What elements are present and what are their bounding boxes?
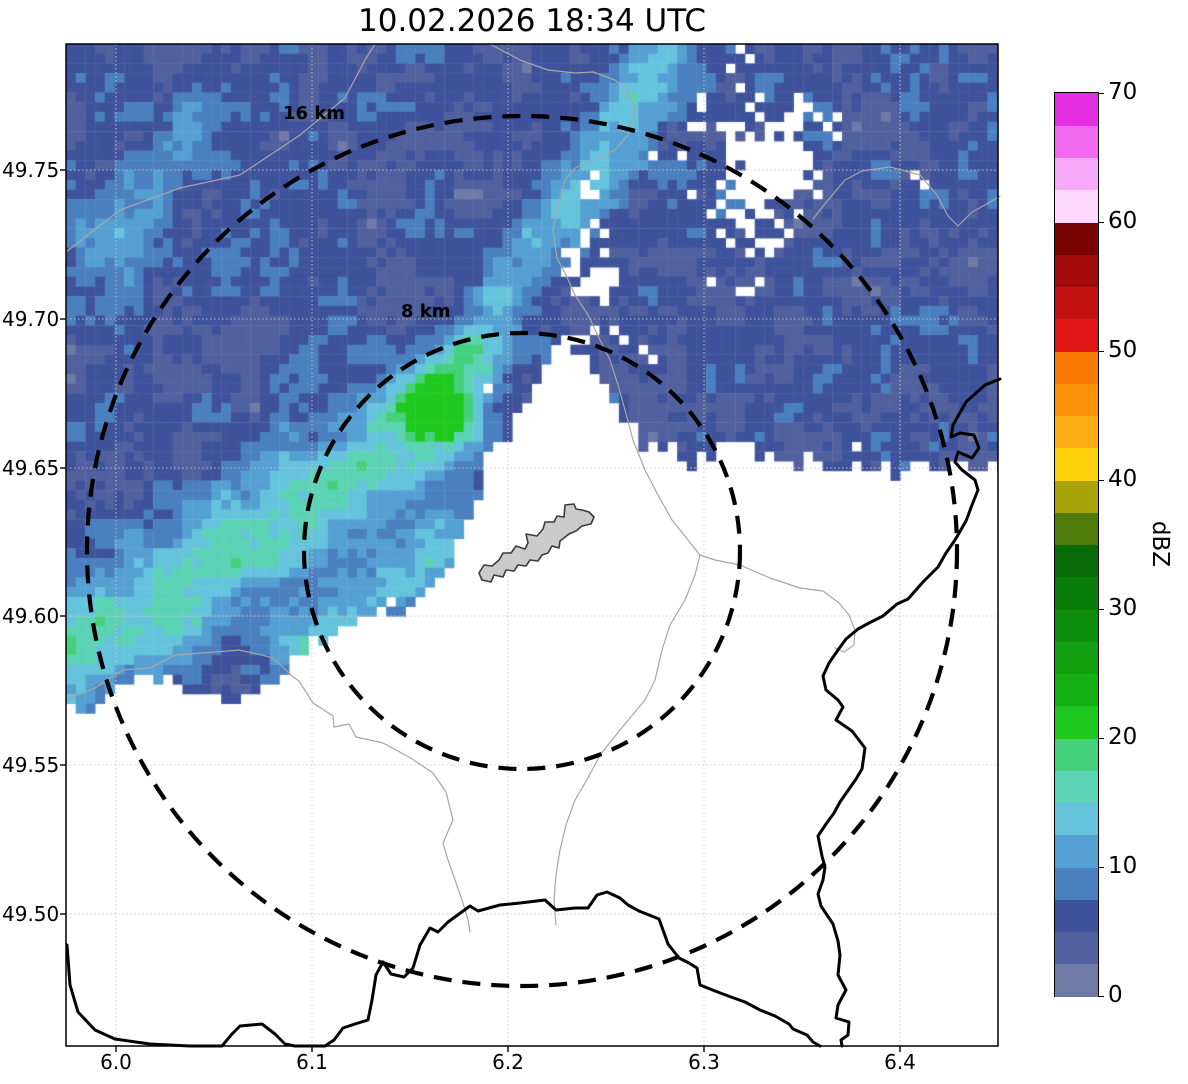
colorbar-segment bbox=[1055, 286, 1098, 320]
admin-boundary-line bbox=[65, 649, 471, 933]
colorbar-tick-mark bbox=[1098, 351, 1104, 353]
colorbar-segment bbox=[1055, 222, 1098, 255]
colorbar-segment bbox=[1055, 447, 1098, 481]
colorbar-tick-mark bbox=[1098, 867, 1104, 869]
x-tick-label: 6.2 bbox=[492, 1050, 524, 1074]
country-border-line bbox=[65, 890, 822, 1048]
colorbar-segment bbox=[1055, 383, 1098, 416]
colorbar-segment bbox=[1055, 867, 1098, 900]
admin-boundary-line bbox=[553, 554, 701, 926]
y-tick-label: 49.60 bbox=[2, 604, 60, 628]
colorbar-segment bbox=[1055, 802, 1098, 836]
colorbar-segment bbox=[1055, 738, 1098, 771]
colorbar-segment bbox=[1055, 705, 1098, 739]
colorbar-segment bbox=[1055, 351, 1098, 384]
plot-frame bbox=[65, 43, 999, 1047]
admin-boundary-line bbox=[812, 166, 1001, 227]
x-tick-label: 6.1 bbox=[296, 1050, 328, 1074]
colorbar-segment bbox=[1055, 576, 1098, 610]
colorbar-tick-label: 50 bbox=[1108, 337, 1138, 363]
city-area-polygon bbox=[478, 503, 595, 583]
colorbar-tick-label: 20 bbox=[1108, 724, 1138, 750]
y-tick-label: 49.50 bbox=[2, 902, 60, 926]
colorbar-segment bbox=[1055, 189, 1098, 223]
colorbar-segment bbox=[1055, 673, 1098, 707]
colorbar-segment bbox=[1055, 254, 1098, 287]
colorbar-segment bbox=[1055, 641, 1098, 674]
colorbar bbox=[1054, 92, 1099, 997]
y-tick-label: 49.55 bbox=[2, 753, 60, 777]
x-tick-label: 6.0 bbox=[100, 1050, 132, 1074]
x-tick-label: 6.3 bbox=[688, 1050, 720, 1074]
colorbar-tick-label: 70 bbox=[1108, 79, 1138, 105]
colorbar-tick-mark bbox=[1098, 222, 1104, 224]
colorbar-tick-label: 30 bbox=[1108, 595, 1138, 621]
admin-boundary-line bbox=[65, 43, 376, 253]
colorbar-tick-label: 0 bbox=[1108, 982, 1123, 1008]
colorbar-axis-label: dBZ bbox=[1147, 520, 1173, 568]
colorbar-tick-mark bbox=[1098, 93, 1104, 95]
colorbar-segment bbox=[1055, 609, 1098, 642]
y-tick-label: 49.65 bbox=[2, 456, 60, 480]
colorbar-tick-mark bbox=[1098, 738, 1104, 740]
range-ring-16km bbox=[84, 113, 960, 989]
colorbar-segment bbox=[1055, 544, 1098, 578]
range-ring-8km-label: 8 km bbox=[401, 301, 451, 322]
colorbar-segment bbox=[1055, 834, 1098, 868]
colorbar-segment bbox=[1055, 415, 1098, 449]
colorbar-tick-label: 40 bbox=[1108, 466, 1138, 492]
page-title: 10.02.2026 18:34 UTC bbox=[358, 3, 706, 39]
y-tick-label: 49.75 bbox=[2, 158, 60, 182]
x-tick-label: 6.4 bbox=[884, 1050, 916, 1074]
range-ring-16km-label: 16 km bbox=[283, 103, 346, 124]
colorbar-segment bbox=[1055, 93, 1098, 126]
colorbar-segment bbox=[1055, 899, 1098, 932]
colorbar-segment bbox=[1055, 931, 1098, 965]
colorbar-tick-mark bbox=[1098, 609, 1104, 611]
colorbar-segment bbox=[1055, 512, 1098, 545]
colorbar-segment bbox=[1055, 963, 1098, 997]
country-border-line bbox=[816, 377, 1002, 1048]
colorbar-tick-label: 10 bbox=[1108, 853, 1138, 879]
colorbar-segment bbox=[1055, 480, 1098, 513]
range-ring-8km bbox=[301, 330, 743, 772]
y-tick-label: 49.70 bbox=[2, 307, 60, 331]
colorbar-segment bbox=[1055, 157, 1098, 191]
colorbar-tick-label: 60 bbox=[1108, 208, 1138, 234]
colorbar-segment bbox=[1055, 318, 1098, 352]
colorbar-segment bbox=[1055, 125, 1098, 158]
admin-boundary-line bbox=[489, 43, 856, 653]
colorbar-tick-mark bbox=[1098, 996, 1104, 998]
colorbar-segment bbox=[1055, 770, 1098, 803]
colorbar-tick-mark bbox=[1098, 480, 1104, 482]
